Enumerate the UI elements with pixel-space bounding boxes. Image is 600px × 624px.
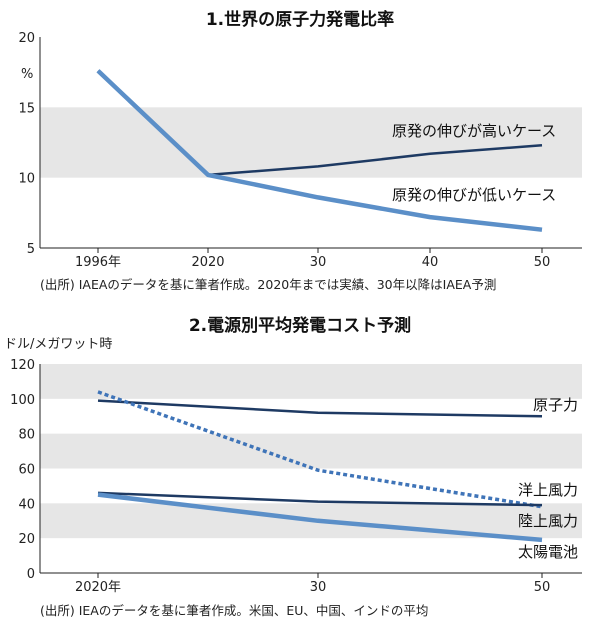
chart-2-ylabel: ドル/メガワット時: [4, 337, 112, 352]
chart-1-y-ticks: 5 10 15 20: [18, 31, 35, 257]
series-line-3: [97, 491, 543, 507]
y-tick-label: 20: [18, 31, 35, 46]
chart-2-bands: [40, 364, 582, 539]
chart-2-y-ticks: 0 20 40 60 80 100 120: [10, 358, 35, 582]
x-tick-label: 2020: [191, 255, 224, 270]
series-line-1: [97, 399, 543, 418]
chart-2-series-label-solar: 太陽電池: [518, 543, 578, 561]
series-line-2: [97, 390, 543, 509]
x-tick-label: 30: [310, 580, 327, 595]
series-line-4: [97, 492, 543, 543]
x-tick-label: 50: [534, 255, 551, 270]
y-tick-label: 100: [10, 393, 35, 408]
y-tick-label: 40: [18, 497, 35, 512]
chart-1-title: 1.世界の原子力発電比率: [206, 9, 394, 30]
chart-1-series-label-low: 原発の伸びが低いケース: [392, 186, 556, 204]
x-tick-label: 50: [534, 580, 551, 595]
y-tick-label: 10: [18, 172, 35, 187]
x-tick-label: 40: [422, 255, 439, 270]
y-tick-label: 60: [18, 463, 35, 478]
x-tick-label: 1996年: [75, 255, 121, 270]
chart-1-series-label-high: 原発の伸びが高いケース: [392, 122, 556, 140]
y-tick-label: 120: [10, 358, 35, 373]
x-tick-label: 30: [310, 255, 327, 270]
y-tick-label: 0: [27, 567, 35, 582]
y-tick-label: 80: [18, 428, 35, 443]
chart-2-series-label-offshore: 洋上風力: [518, 481, 578, 499]
chart-2-x-ticks: 2020年 30 50: [75, 573, 550, 595]
y-tick-label: 20: [18, 532, 35, 547]
chart-2-title: 2.電源別平均発電コスト予測: [189, 315, 411, 336]
x-tick-label: 2020年: [75, 580, 121, 595]
chart-1: 1.世界の原子力発電比率 % 5 10 15 20 1996年 2020 30 40 50 原…: [18, 9, 582, 292]
chart-1-x-ticks: 1996年 2020 30 40 50: [75, 248, 550, 270]
chart-2-source: (出所) IEAのデータを基に筆者作成。米国、EU、中国、インドの平均: [40, 603, 428, 618]
chart-1-source: (出所) IAEAのデータを基に筆者作成。2020年までは実績、30年以降はIA…: [40, 277, 496, 292]
y-tick-label: 15: [18, 101, 35, 116]
shaded-band-3: [40, 364, 582, 399]
series-line-2: [96, 69, 543, 232]
chart-2-series-label-nuclear: 原子力: [533, 396, 578, 414]
shaded-band-2: [40, 433, 582, 469]
chart-2-series: [97, 390, 543, 543]
chart-2: 2.電源別平均発電コスト予測 ドル/メガワット時 0 20 40 60 80 100 120…: [4, 315, 582, 618]
chart-1-series: [96, 69, 543, 232]
chart-2-series-label-onshore: 陸上風力: [518, 512, 578, 530]
chart-1-ylabel: %: [21, 67, 33, 82]
y-tick-label: 5: [27, 242, 35, 257]
